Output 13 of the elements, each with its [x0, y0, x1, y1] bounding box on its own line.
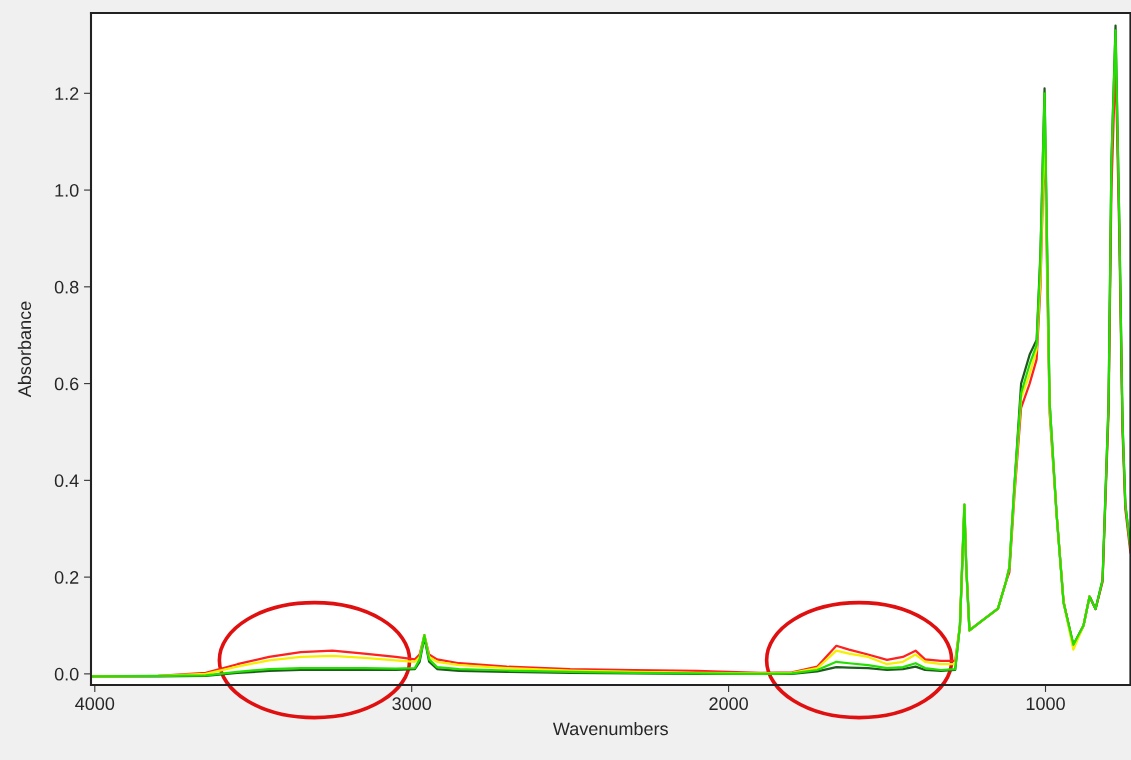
y-tick-label: 1.0	[55, 184, 79, 197]
y-tick-label: 0.2	[54, 571, 79, 584]
y-tick-label: 0.6	[54, 377, 79, 391]
x-axis-title: Wavenumbers	[552, 721, 668, 736]
y-tick-label: 0.4	[54, 474, 79, 488]
y-tick-label: 0.0	[54, 667, 79, 681]
y-axis-title: Absorbance	[17, 301, 32, 398]
y-tick-label: 1.2	[55, 87, 79, 100]
y-tick-label: 0.8	[54, 280, 79, 294]
x-tick-label: 2000	[709, 697, 748, 711]
x-tick-label: 4000	[75, 697, 115, 711]
x-tick-label: 1000	[1026, 697, 1065, 711]
x-tick-label: 3000	[392, 697, 432, 711]
